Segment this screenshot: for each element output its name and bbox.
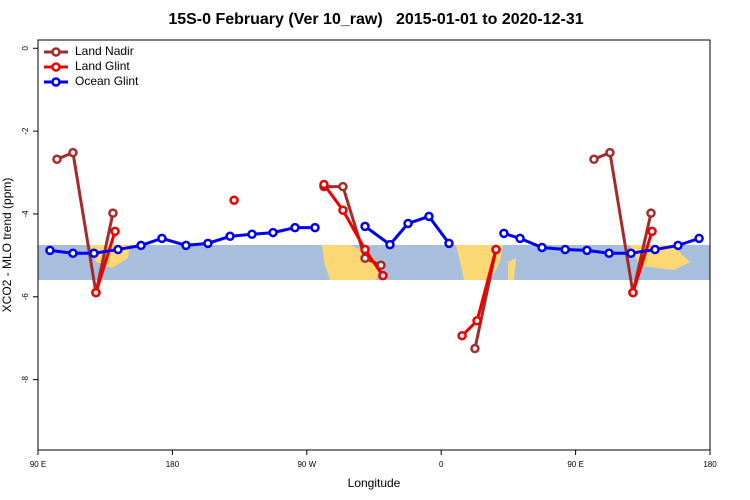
point <box>378 270 388 281</box>
point <box>582 245 592 256</box>
y-tick-label: -4 <box>21 210 30 218</box>
point <box>470 343 480 354</box>
point <box>136 240 146 251</box>
point <box>646 208 656 218</box>
point <box>360 253 370 264</box>
point <box>491 244 501 255</box>
point <box>45 245 55 256</box>
point <box>338 181 348 192</box>
point <box>605 147 615 158</box>
plot-frame <box>37 39 711 451</box>
point <box>457 330 467 341</box>
point <box>360 221 370 232</box>
point <box>626 248 636 259</box>
point <box>424 211 434 222</box>
point <box>181 240 191 251</box>
point <box>499 228 509 239</box>
point <box>589 154 599 165</box>
point <box>290 222 300 233</box>
point <box>444 238 454 249</box>
legend-marker <box>51 77 61 87</box>
land-patch <box>508 258 516 280</box>
point <box>68 147 78 158</box>
point <box>319 179 329 190</box>
legend-label: Land Glint <box>75 59 130 73</box>
point <box>247 229 257 239</box>
point <box>157 233 167 244</box>
x-tick-label: 90 E <box>30 460 46 469</box>
x-tick-label: 180 <box>166 460 180 469</box>
x-tick-label: 180 <box>703 460 717 469</box>
point <box>268 227 278 238</box>
series-line <box>56 150 653 349</box>
point <box>650 244 660 255</box>
point <box>604 248 614 259</box>
point <box>52 154 62 165</box>
point <box>110 226 120 237</box>
point <box>628 287 638 298</box>
legend-label: Ocean Glint <box>75 74 139 88</box>
point <box>203 238 213 249</box>
legend-label: Land Nadir <box>75 44 134 58</box>
x-tick-label: 90 E <box>567 460 583 469</box>
point <box>472 316 482 326</box>
point <box>89 248 99 259</box>
point <box>647 226 657 237</box>
point <box>108 208 118 218</box>
point <box>338 205 348 215</box>
point <box>673 240 683 251</box>
x-axis-label: Longitude <box>348 476 401 490</box>
point <box>537 242 547 253</box>
y-tick-label: -2 <box>21 127 30 135</box>
chart-title: 15S-0 February (Ver 10_raw) 2015-01-01 t… <box>168 11 583 28</box>
point <box>694 233 704 244</box>
point <box>385 239 395 250</box>
x-tick-label: 0 <box>439 460 444 469</box>
point <box>515 233 525 244</box>
point <box>360 244 370 255</box>
y-tick-label: -8 <box>21 375 30 383</box>
point <box>113 244 123 255</box>
legend-marker <box>51 62 61 72</box>
series-line <box>94 183 654 337</box>
point <box>310 222 320 233</box>
x-tick-label: 90 W <box>297 460 316 469</box>
point <box>225 231 235 242</box>
point <box>91 287 101 298</box>
legend-marker <box>51 47 61 57</box>
point <box>229 195 239 206</box>
point <box>403 218 413 229</box>
y-tick-label: 0 <box>21 46 30 51</box>
y-tick-label: -6 <box>21 293 30 301</box>
point <box>68 248 78 259</box>
y-axis-label: XCO2 - MLO trend (ppm) <box>0 178 14 313</box>
point <box>560 244 570 255</box>
